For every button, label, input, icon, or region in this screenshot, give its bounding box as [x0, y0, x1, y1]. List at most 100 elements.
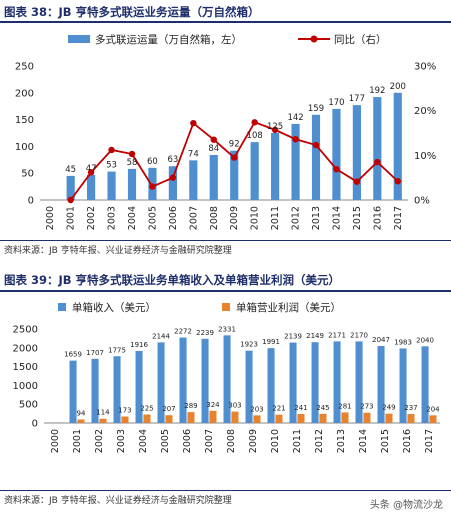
bar-volume — [189, 160, 198, 200]
data-label-profit: 249 — [382, 404, 395, 412]
data-label-volume: 53 — [106, 161, 117, 171]
data-label-profit: 204 — [426, 405, 440, 413]
data-label-volume: 142 — [287, 113, 303, 123]
data-label-volume: 74 — [188, 149, 199, 159]
watermark: 头条 @物流沙龙 — [369, 500, 443, 511]
data-label-volume: 200 — [390, 82, 406, 92]
data-label-profit: 303 — [228, 402, 241, 410]
point-yoy — [333, 165, 340, 173]
bar-revenue — [223, 335, 231, 423]
figure1-source: 资料来源：JB 亨特年报、兴业证券经济与金融研究院整理 — [4, 246, 232, 256]
x-tick-label: 2016 — [372, 206, 383, 230]
figure1-bottom-rule — [0, 240, 451, 241]
y-tick-label: 0 — [32, 419, 38, 430]
y-tick-label: 250 — [15, 62, 34, 73]
point-yoy — [108, 146, 115, 154]
data-label-revenue: 1775 — [108, 346, 126, 354]
legend-label-volume: 多式联运运量（万自然箱，左） — [95, 33, 242, 46]
x-tick-label: 2011 — [270, 206, 281, 230]
x-tick-label: 2009 — [248, 429, 259, 453]
legend-marker-yoy — [310, 35, 318, 43]
bar-profit — [99, 418, 107, 423]
data-label-volume: 192 — [369, 86, 385, 96]
figure2-title-rule — [0, 290, 451, 292]
data-label-volume: 60 — [147, 157, 158, 167]
x-tick-label: 2001 — [66, 206, 77, 230]
x-tick-label: 2015 — [352, 206, 363, 230]
x-tick-label: 2001 — [72, 429, 83, 453]
data-label-revenue: 2144 — [152, 332, 170, 340]
x-tick-label: 2008 — [226, 429, 237, 453]
x-tick-label: 2002 — [86, 206, 97, 230]
data-label-revenue: 2171 — [328, 331, 346, 339]
data-label-revenue: 1983 — [394, 338, 412, 346]
x-tick-label: 2011 — [292, 429, 303, 453]
data-label-profit: 173 — [118, 406, 131, 414]
data-label-profit: 203 — [250, 405, 263, 413]
data-label-volume: 45 — [65, 165, 76, 175]
data-label-revenue: 2239 — [196, 329, 214, 337]
point-yoy — [231, 154, 238, 161]
data-label-revenue: 2139 — [284, 333, 302, 341]
data-label-revenue: 2272 — [174, 328, 192, 336]
figure2-bottom-rule — [0, 490, 451, 491]
bar-profit — [407, 414, 415, 423]
bar-profit — [385, 413, 393, 423]
x-tick-label: 2008 — [209, 206, 220, 230]
bar-profit — [77, 419, 85, 423]
bar-profit — [319, 413, 327, 423]
legend-swatch-volume — [68, 35, 90, 43]
x-tick-label: 2013 — [336, 429, 347, 453]
x-tick-label: 2004 — [138, 429, 149, 453]
bar-revenue — [311, 342, 319, 423]
point-yoy — [251, 119, 258, 126]
x-tick-label: 2016 — [402, 429, 413, 453]
chart2-unit-economics: 单箱收入（美元） 单箱营业利润（美元） 0 500 1000 1500 2000 2500 16… — [13, 301, 441, 453]
bar-revenue — [333, 341, 341, 423]
y-tick-label: 100 — [15, 142, 34, 153]
x-tick-label: 2003 — [116, 429, 127, 453]
data-label-volume: 177 — [349, 94, 365, 104]
bar-revenue — [69, 360, 77, 423]
data-label-revenue: 2170 — [350, 331, 368, 339]
point-yoy — [67, 196, 74, 204]
bar-volume — [209, 154, 218, 200]
data-label-profit: 221 — [272, 405, 285, 413]
data-label-revenue: 1991 — [262, 338, 280, 346]
bar-revenue — [355, 341, 363, 423]
data-label-profit: 273 — [360, 403, 373, 411]
bar-revenue — [377, 346, 385, 423]
data-label-volume: 159 — [308, 104, 324, 114]
x-tick-label: 2005 — [147, 206, 158, 230]
data-label-profit: 237 — [404, 404, 417, 412]
y2-tick-label: 20% — [414, 106, 436, 117]
bar-volume — [373, 97, 382, 200]
bar-profit — [187, 412, 195, 423]
data-label-volume: 170 — [328, 98, 344, 108]
x-tick-label: 2015 — [380, 429, 391, 453]
legend-label-yoy: 同比（右） — [334, 33, 387, 46]
bar-revenue — [179, 337, 187, 423]
bar-profit — [275, 414, 283, 423]
data-label-revenue: 1923 — [240, 341, 258, 349]
point-yoy — [128, 150, 136, 158]
bar-revenue — [157, 342, 165, 423]
bar-volume — [271, 133, 280, 200]
bar-volume — [107, 171, 116, 200]
y-tick-label: 2000 — [13, 343, 38, 354]
point-yoy — [374, 158, 381, 166]
bar-profit — [297, 413, 305, 423]
data-label-volume: 63 — [167, 155, 178, 165]
x-tick-label: 2010 — [270, 429, 281, 453]
bar-volume — [332, 108, 341, 200]
data-label-profit: 324 — [206, 401, 220, 409]
figure2-source: 资料来源：JB 亨特年报、兴业证券经济与金融研究院整理 — [4, 496, 232, 506]
y2-tick-label: 0% — [414, 196, 430, 207]
bar-volume — [393, 92, 402, 200]
figure1-title-rule — [0, 21, 451, 23]
x-tick-label: 2014 — [331, 206, 342, 230]
point-yoy — [292, 136, 299, 143]
x-tick-label: 2014 — [358, 429, 369, 453]
data-label-volume: 84 — [208, 144, 219, 154]
bar-revenue — [399, 348, 407, 423]
